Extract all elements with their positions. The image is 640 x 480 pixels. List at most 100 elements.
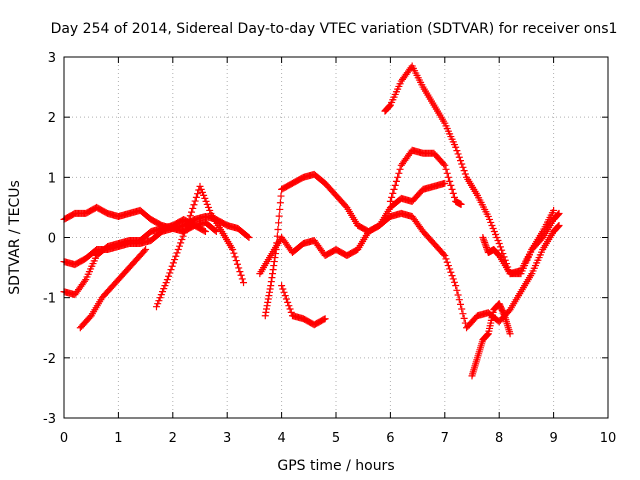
data-point: [142, 246, 150, 254]
data-point: [169, 259, 177, 267]
data-point: [160, 285, 168, 293]
data-point: [190, 201, 198, 209]
data-point: [452, 282, 460, 290]
data-point: [448, 185, 456, 193]
data-point: [191, 197, 199, 205]
data-point: [484, 212, 492, 220]
data-point: [554, 223, 562, 231]
data-point: [166, 269, 174, 277]
data-point: [459, 163, 467, 171]
data-point: [230, 249, 238, 257]
data-point: [461, 170, 469, 178]
data-point: [189, 204, 197, 212]
data-point: [198, 188, 206, 196]
data-point: [262, 305, 270, 313]
data-point: [281, 292, 289, 300]
data-point: [479, 234, 487, 241]
data-point: [492, 230, 500, 238]
x-axis-label: GPS time / hours: [277, 458, 394, 474]
data-point: [457, 157, 465, 165]
data-point: [238, 275, 246, 283]
data-point: [156, 294, 164, 302]
data-point: [201, 194, 209, 202]
data-point: [279, 285, 287, 293]
data-point: [396, 165, 404, 173]
data-point: [440, 250, 448, 258]
data-point: [262, 308, 270, 316]
data-point: [188, 208, 196, 216]
data-point: [200, 227, 208, 235]
data-point: [449, 275, 457, 283]
data-point: [184, 219, 192, 227]
data-point: [270, 258, 278, 266]
data-point: [276, 205, 284, 213]
data-point: [178, 236, 186, 244]
y-tick-label: 3: [48, 51, 56, 66]
data-point: [453, 147, 461, 155]
data-point: [264, 295, 272, 303]
data-point: [159, 288, 167, 296]
data-point: [460, 314, 468, 322]
data-point: [264, 298, 272, 306]
y-axis-label: SDTVAR / TECUs: [7, 180, 23, 295]
data-point: [274, 225, 282, 233]
data-point: [459, 310, 467, 318]
data-point: [496, 243, 504, 251]
data-point: [194, 190, 202, 198]
x-tick-label: 7: [441, 431, 449, 446]
y-tick-label: -1: [43, 292, 56, 307]
x-tick-label: 5: [332, 431, 340, 446]
data-point: [177, 239, 185, 247]
data-point: [286, 305, 294, 313]
data-point: [494, 237, 502, 245]
data-point: [81, 277, 89, 285]
data-point: [266, 288, 274, 296]
data-point: [282, 295, 290, 303]
data-point: [275, 212, 283, 220]
data-point: [287, 308, 295, 316]
x-tick-label: 10: [600, 431, 617, 446]
data-point: [154, 300, 162, 308]
series-track-h: [278, 282, 329, 329]
data-point: [174, 246, 182, 254]
data-point: [389, 189, 397, 197]
series-track-g: [256, 179, 449, 278]
data-point: [450, 193, 458, 201]
x-tick-label: 2: [169, 431, 177, 446]
data-points: [60, 62, 563, 380]
data-point: [236, 268, 244, 276]
x-tick-label: 6: [386, 431, 394, 446]
data-point: [211, 226, 219, 234]
data-point: [200, 191, 208, 199]
data-point: [270, 262, 278, 270]
data-point: [284, 298, 292, 306]
data-point: [285, 302, 293, 310]
x-tick-label: 3: [223, 431, 231, 446]
data-point: [273, 232, 281, 240]
data-point: [231, 253, 239, 261]
data-point: [453, 286, 461, 294]
data-point: [441, 179, 449, 187]
data-point: [237, 271, 245, 279]
series-track-k: [468, 300, 514, 380]
y-tick-label: -3: [43, 412, 56, 427]
data-point: [442, 165, 450, 173]
data-point: [175, 242, 183, 250]
data-point: [490, 227, 498, 235]
y-tick-label: 1: [48, 171, 56, 186]
data-point: [486, 215, 494, 223]
data-point: [181, 225, 189, 233]
data-point: [479, 235, 487, 243]
data-point: [493, 234, 501, 241]
data-point: [229, 246, 237, 254]
plot-frame: [63, 56, 609, 419]
data-point: [550, 206, 558, 214]
series-track-f: [261, 170, 563, 332]
data-point: [165, 272, 173, 280]
data-point: [483, 331, 491, 339]
data-point: [454, 291, 462, 299]
data-point: [278, 282, 286, 290]
y-tick-label: 2: [48, 111, 56, 126]
data-point: [454, 150, 462, 158]
